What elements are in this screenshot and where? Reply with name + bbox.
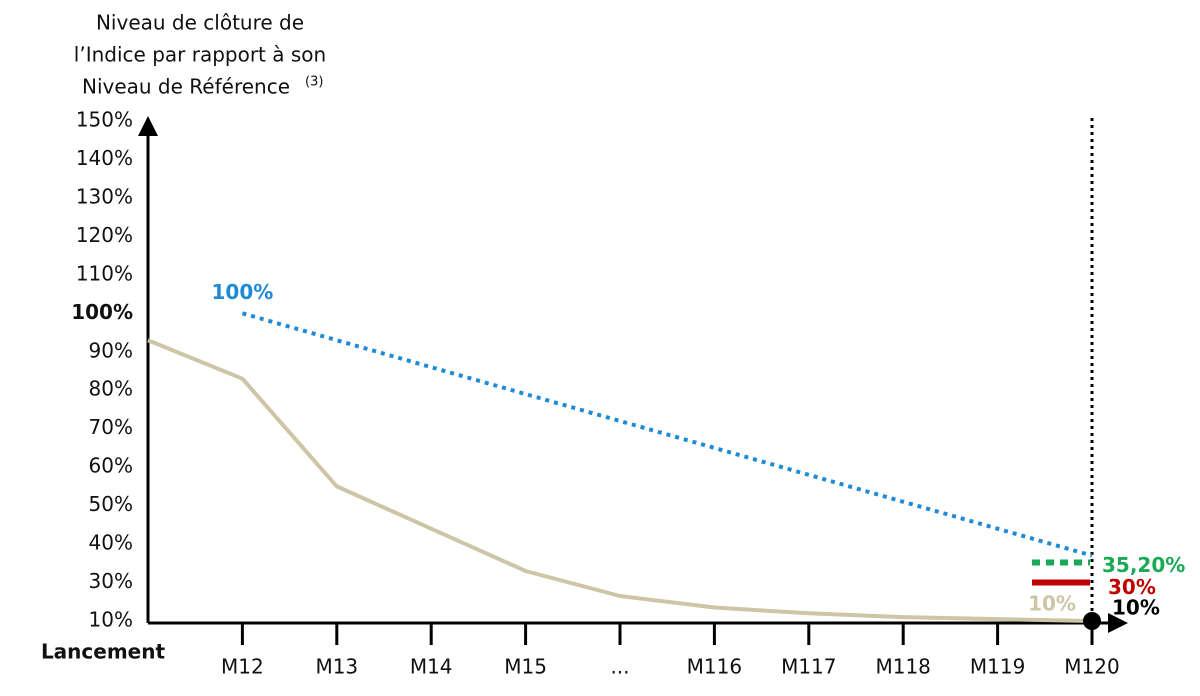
y-tick-label: 50%	[89, 492, 133, 516]
y-tick-label: 120%	[76, 223, 133, 247]
series-line	[147, 338, 1093, 623]
level-label: 35,20%	[1102, 553, 1185, 577]
y-tick-label: 40%	[89, 531, 133, 555]
y-tick-label: 80%	[89, 377, 133, 401]
level-marker	[1083, 612, 1101, 630]
y-tick-label: 130%	[76, 184, 133, 208]
y-tick-label: 100%	[71, 300, 133, 324]
x-tick-label: Lancement	[41, 640, 166, 664]
level-label: 10%	[1112, 596, 1160, 620]
level-label: 30%	[1108, 575, 1156, 599]
y-tick-label: 140%	[76, 146, 133, 170]
x-tick-label: M120	[1064, 655, 1119, 679]
x-tick-label: M15	[504, 655, 547, 679]
y-axis-title: Niveau de Référence	[82, 75, 290, 99]
y-axis-arrow	[138, 116, 158, 136]
x-tick-label: M13	[315, 655, 358, 679]
x-axis-arrow	[1108, 613, 1128, 633]
x-tick-label: M14	[410, 655, 453, 679]
y-tick-label: 70%	[89, 415, 133, 439]
x-tick-label: M117	[781, 655, 836, 679]
x-tick-label: M118	[875, 655, 930, 679]
y-axis-title: Niveau de clôture de	[96, 11, 304, 35]
y-tick-label: 60%	[89, 454, 133, 478]
y-tick-label: 150%	[76, 108, 133, 132]
y-tick-label: 30%	[89, 569, 133, 593]
x-tick-label: M12	[221, 655, 264, 679]
series-line	[241, 311, 1093, 558]
value-label: 10%	[1028, 592, 1076, 616]
y-axis-title: l’Indice par rapport à son	[74, 43, 326, 67]
value-label: 100%	[212, 280, 274, 304]
y-tick-label: 90%	[89, 338, 133, 362]
x-tick-label: M119	[970, 655, 1025, 679]
y-tick-label: 10%	[89, 608, 133, 632]
y-axis-title-superscript: (3)	[305, 75, 323, 90]
y-tick-label: 110%	[76, 261, 133, 285]
x-tick-label: M116	[687, 655, 742, 679]
x-tick-label: ...	[610, 655, 629, 679]
